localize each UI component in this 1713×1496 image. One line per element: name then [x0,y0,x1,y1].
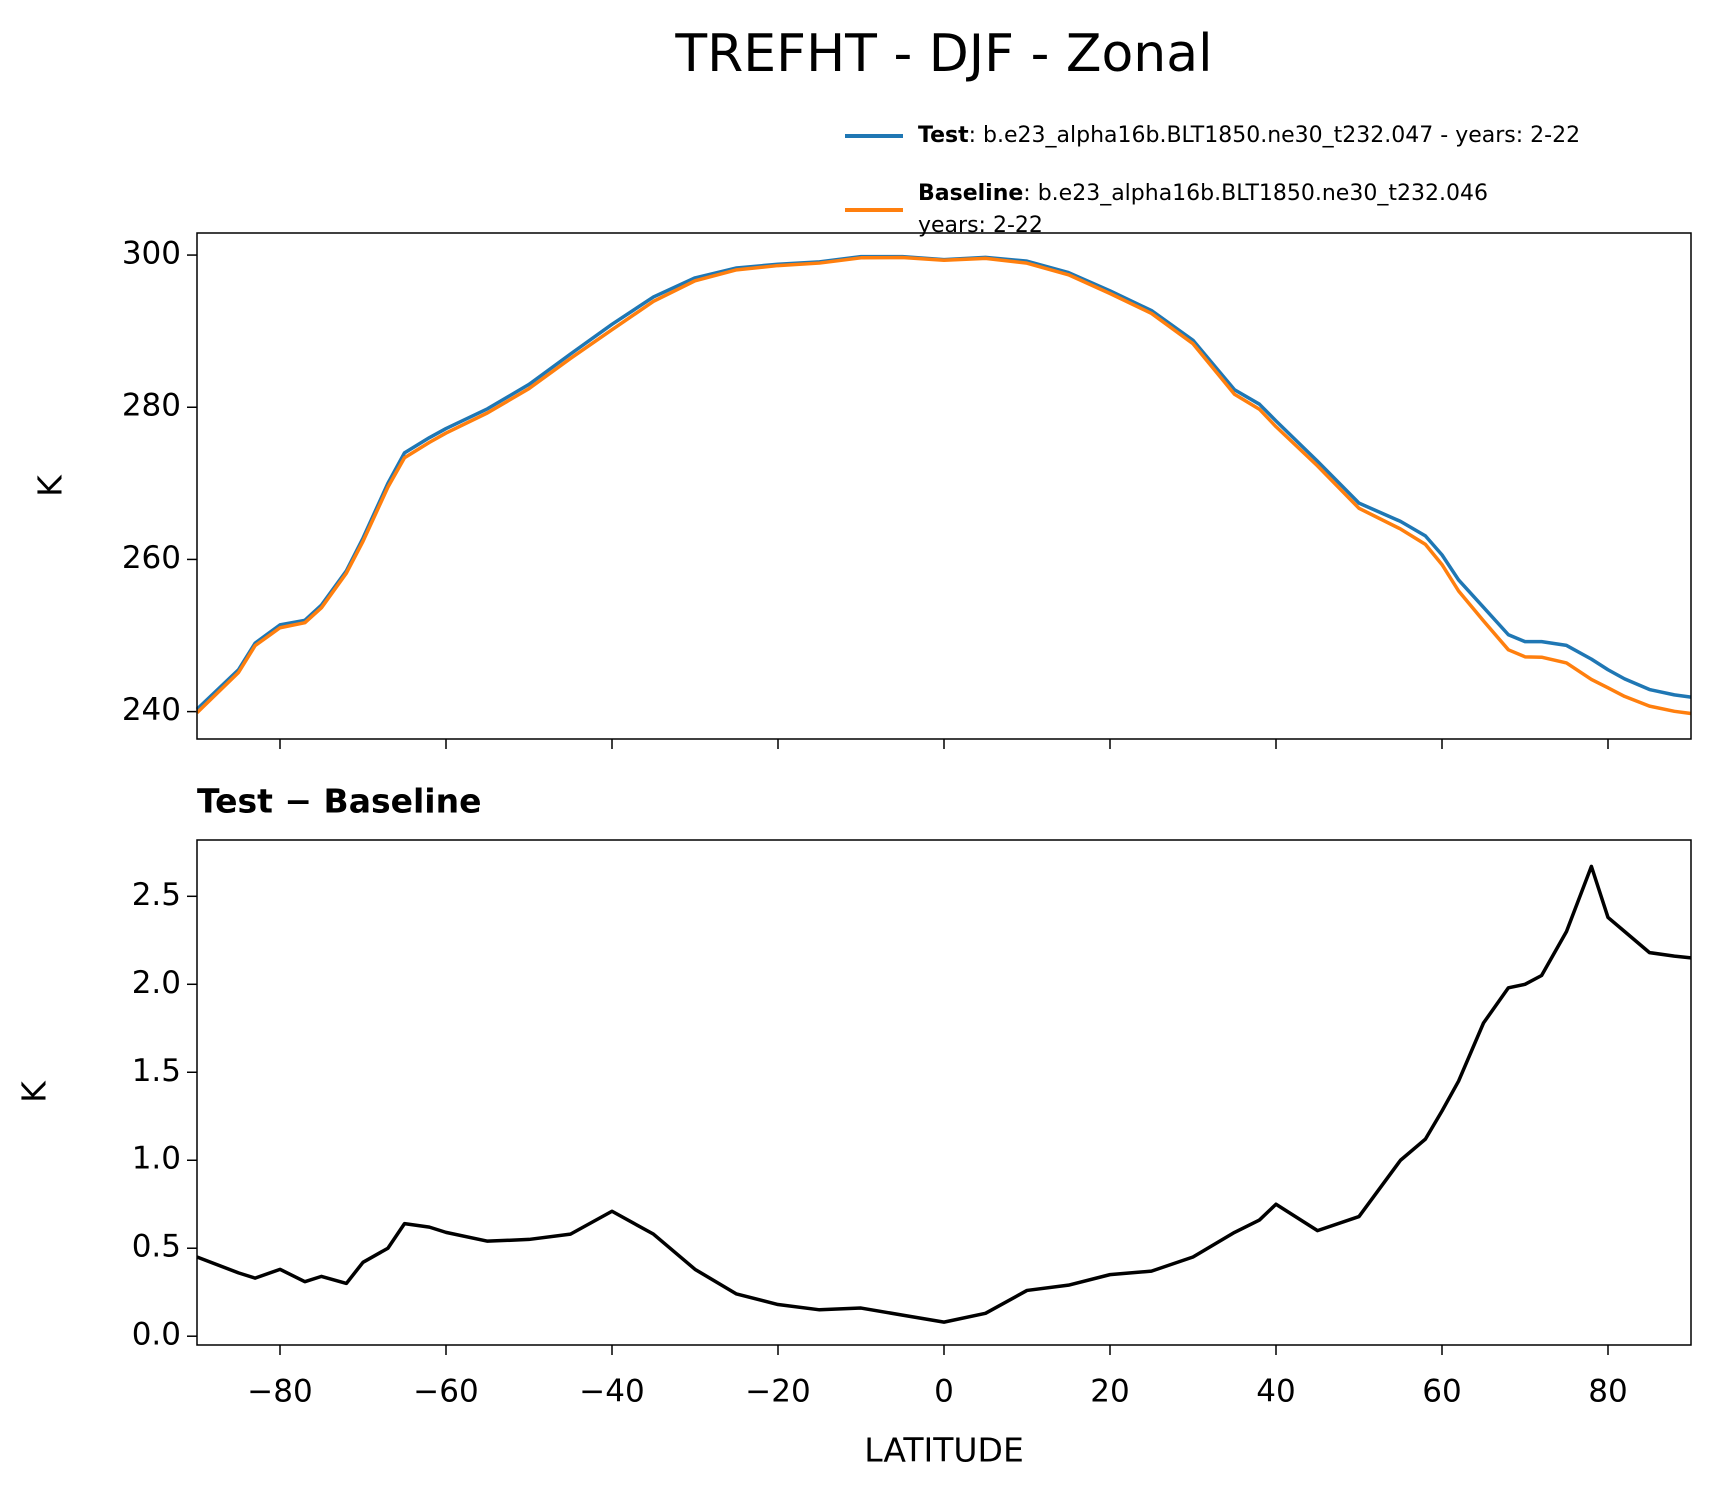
x-tick-label: −60 [413,1374,478,1410]
y-tick-label: 1.0 [132,1141,181,1177]
y-tick-label: 0.5 [132,1229,181,1265]
y-tick-label: 2.0 [132,965,181,1001]
legend-name: Baseline [918,181,1023,206]
legend-text: : b.e23_alpha16b.BLT1850.ne30_t232.046 [1023,181,1488,206]
x-tick-label: −40 [579,1374,644,1410]
legend-label: Test: b.e23_alpha16b.BLT1850.ne30_t232.0… [918,123,1580,148]
x-tick-label: 40 [1256,1374,1295,1410]
series-line [195,255,1692,716]
legend-label: years: 2-22 [918,213,1043,238]
y-tick-label: 240 [122,692,181,728]
x-tick-label: −80 [247,1374,312,1410]
x-tick-label: 60 [1422,1374,1461,1410]
y-tick-label: 1.5 [132,1053,181,1089]
legend-text: years: 2-22 [918,213,1043,238]
y-axis-label: K [31,474,70,497]
subplot-title: Test − Baseline [197,782,482,821]
plot-frame [196,839,1692,1346]
plot-frame [196,232,1692,740]
y-tick-label: 280 [122,388,181,424]
x-tick-label: 20 [1090,1374,1129,1410]
y-tick-label: 2.5 [132,877,181,913]
x-axis-label: LATITUDE [864,1431,1024,1470]
y-tick-label: 0.0 [132,1317,181,1353]
y-axis-label: K [15,1080,54,1103]
series-line [196,864,1692,1324]
x-tick-label: 0 [934,1374,954,1410]
legend-label: Baseline: b.e23_alpha16b.BLT1850.ne30_t2… [918,181,1488,206]
x-tick-label: 80 [1588,1374,1627,1410]
x-tick-label: −20 [745,1374,810,1410]
y-tick-label: 300 [122,236,181,272]
legend-name: Test [918,123,969,148]
y-tick-label: 260 [122,540,181,576]
legend-text: : b.e23_alpha16b.BLT1850.ne30_t232.047 -… [969,123,1580,148]
figure-title: TREFHT - DJF - Zonal [674,24,1212,84]
